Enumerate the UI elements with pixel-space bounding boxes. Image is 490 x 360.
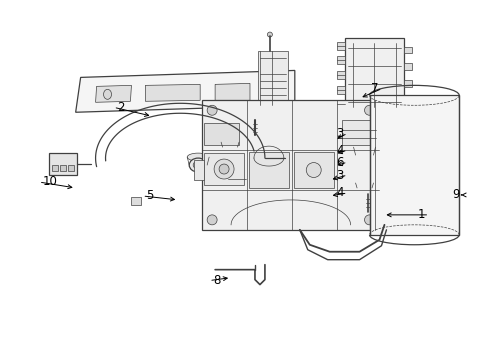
- Text: 7: 7: [371, 82, 378, 95]
- Text: 2: 2: [118, 101, 125, 114]
- Ellipse shape: [221, 139, 239, 145]
- Circle shape: [207, 215, 217, 225]
- Text: 8: 8: [213, 274, 220, 287]
- Bar: [363, 212, 372, 220]
- Polygon shape: [96, 85, 131, 102]
- Bar: [369, 95, 459, 235]
- Bar: [404, 63, 413, 71]
- Ellipse shape: [362, 220, 373, 228]
- Polygon shape: [75, 71, 295, 112]
- Circle shape: [365, 215, 374, 225]
- Ellipse shape: [248, 135, 262, 145]
- Bar: [194, 160, 204, 180]
- Circle shape: [365, 105, 374, 115]
- Bar: [204, 153, 244, 185]
- Circle shape: [207, 105, 217, 115]
- Bar: [68, 165, 74, 171]
- Text: 6: 6: [336, 156, 343, 168]
- Text: 4: 4: [336, 186, 343, 199]
- Bar: [49, 153, 76, 175]
- Ellipse shape: [268, 32, 272, 37]
- Text: 3: 3: [336, 127, 343, 140]
- Ellipse shape: [214, 159, 234, 179]
- Bar: [344, 37, 404, 112]
- Ellipse shape: [354, 143, 375, 151]
- Bar: [228, 173, 246, 185]
- Bar: [52, 165, 58, 171]
- Text: 5: 5: [147, 189, 154, 202]
- Ellipse shape: [103, 89, 112, 99]
- Bar: [337, 100, 344, 108]
- Bar: [337, 41, 344, 50]
- Bar: [249, 152, 289, 188]
- Bar: [131, 197, 142, 205]
- Bar: [404, 97, 413, 104]
- Ellipse shape: [357, 183, 372, 193]
- Bar: [377, 160, 388, 180]
- Bar: [337, 71, 344, 79]
- Text: 3: 3: [336, 168, 343, 181]
- Bar: [204, 123, 239, 145]
- Ellipse shape: [264, 87, 270, 97]
- Ellipse shape: [361, 185, 368, 191]
- Bar: [404, 46, 413, 54]
- Ellipse shape: [193, 161, 203, 169]
- Bar: [342, 120, 376, 145]
- Ellipse shape: [226, 144, 234, 150]
- Ellipse shape: [356, 180, 373, 186]
- Polygon shape: [146, 84, 200, 101]
- Ellipse shape: [187, 153, 209, 161]
- Ellipse shape: [356, 148, 373, 162]
- Ellipse shape: [219, 164, 229, 174]
- Ellipse shape: [189, 158, 207, 172]
- Text: 1: 1: [418, 208, 425, 221]
- Ellipse shape: [222, 141, 238, 153]
- Bar: [258, 50, 288, 105]
- Text: 9: 9: [453, 188, 460, 202]
- Ellipse shape: [360, 151, 369, 159]
- Bar: [294, 152, 334, 188]
- Bar: [337, 56, 344, 64]
- Bar: [60, 165, 66, 171]
- Ellipse shape: [306, 163, 321, 177]
- Text: 10: 10: [43, 175, 58, 189]
- Polygon shape: [215, 84, 250, 100]
- Bar: [337, 86, 344, 94]
- Bar: [202, 100, 379, 230]
- Text: 4: 4: [336, 144, 343, 157]
- Bar: [248, 173, 263, 185]
- Bar: [404, 80, 413, 87]
